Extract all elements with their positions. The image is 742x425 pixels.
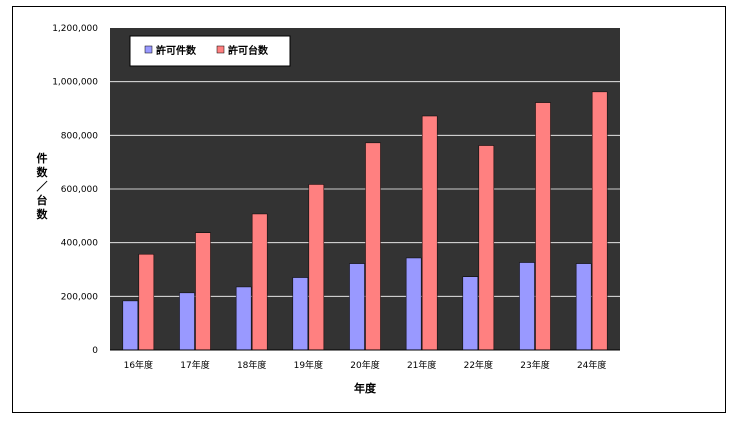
bar-series-1 [122, 300, 139, 351]
legend-label-series-2: 許可台数 [228, 44, 269, 57]
x-tick-label: 23年度 [520, 359, 549, 371]
y-tick-label: 200,000 [61, 292, 98, 302]
x-tick-label: 21年度 [407, 359, 436, 371]
bar-series-1 [179, 292, 195, 351]
y-tick-label: 1,200,000 [52, 24, 98, 34]
y-axis-ticks: 0 200,000 400,000 600,000 800,000 1,000,000 1,… [52, 24, 98, 356]
y-tick-label: 800,000 [61, 131, 98, 141]
y-tick-label: 1,000,000 [52, 78, 98, 88]
y-tick-label: 600,000 [61, 185, 98, 195]
bar-series-1 [575, 263, 592, 351]
bar-series-1 [462, 276, 479, 351]
x-tick-label: 22年度 [464, 359, 493, 371]
gridlines [110, 81, 620, 297]
bar-series-1 [235, 286, 252, 351]
y-tick-label: 400,000 [61, 239, 98, 249]
legend: 許可件数 許可台数 [129, 35, 291, 67]
bar-series-2 [535, 102, 551, 351]
bar-series-1 [519, 262, 535, 351]
bar-series-1 [349, 263, 365, 351]
x-tick-label: 19年度 [294, 359, 323, 371]
bar-series-2 [478, 145, 495, 351]
x-tick-label: 17年度 [180, 359, 209, 371]
bar-series-2 [308, 184, 325, 351]
bar-series-1 [405, 257, 422, 351]
legend-swatch-series-1 [144, 45, 153, 54]
x-axis-title: 年度 [354, 381, 377, 395]
bar-series-2 [251, 213, 268, 351]
bar-series-2 [421, 115, 438, 351]
bar-series-2 [591, 91, 608, 351]
x-tick-label: 24年度 [577, 359, 606, 371]
bar-series-2 [365, 142, 381, 351]
bar-series-2 [195, 232, 211, 351]
x-tick-label: 20年度 [350, 359, 379, 371]
bar-series-2 [138, 253, 155, 351]
y-axis-title: 件数／台数 [37, 151, 49, 221]
y-tick-label: 0 [92, 346, 98, 356]
x-tick-label: 16年度 [124, 359, 153, 371]
x-tick-label: 18年度 [237, 359, 266, 371]
x-axis-ticks: 16年度 17年度 18年度 19年度 20年度 21年度 22年度 23年度 24年度 [124, 359, 607, 371]
legend-box [129, 35, 291, 67]
bars [122, 91, 608, 351]
bar-series-1 [292, 277, 309, 351]
legend-label-series-1: 許可件数 [156, 44, 197, 57]
legend-swatch-series-2 [216, 45, 225, 54]
